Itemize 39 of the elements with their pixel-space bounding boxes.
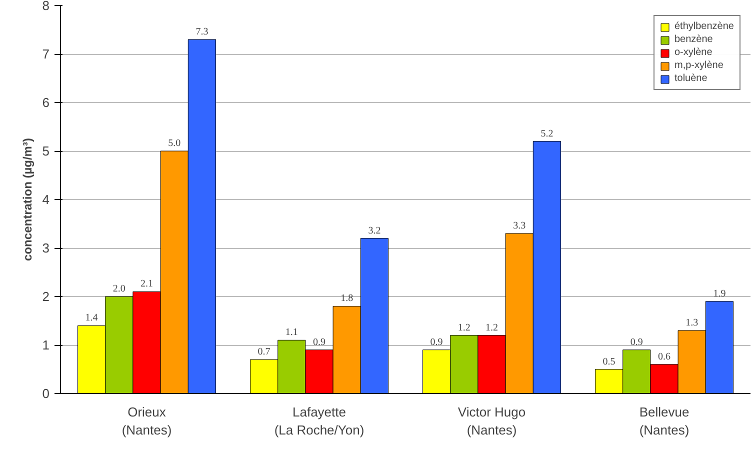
data-label: 1.1: [285, 327, 298, 338]
data-label: 1.2: [486, 322, 498, 334]
legend-label: m,p-xylène: [674, 60, 724, 71]
y-tick-label: 8: [42, 0, 50, 13]
data-label: 1.4: [85, 312, 98, 324]
data-label: 0.9: [630, 336, 643, 348]
y-tick-label: 2: [42, 289, 50, 304]
data-label: 5.2: [540, 128, 554, 140]
data-label: 1.3: [686, 317, 698, 328]
data-label: 3.2: [368, 225, 381, 236]
y-tick-label: 3: [42, 240, 50, 256]
legend-label: éthylbenzène: [674, 21, 734, 32]
y-axis-title: concentration (µg/m³): [20, 138, 34, 261]
data-label: 3.3: [513, 220, 526, 232]
y-tick-label: 5: [42, 144, 50, 158]
x-tick-label: Lafayette (La Roche/Yon): [274, 404, 364, 438]
y-tick-label: 1: [42, 338, 50, 352]
x-tick-label: Victor Hugo (Nantes): [458, 404, 526, 438]
legend-label: benzène: [674, 34, 713, 45]
data-label: 2.0: [112, 284, 126, 294]
data-label: 0.6: [658, 351, 670, 362]
legend-label: toluène: [674, 73, 708, 84]
data-label: 0.7: [258, 346, 270, 358]
data-label: 0.5: [602, 356, 616, 368]
y-tick-label: 4: [42, 192, 50, 207]
data-label: 0.9: [430, 336, 443, 348]
x-tick-label: Bellevue (Nantes): [639, 404, 690, 438]
data-label: 1.2: [458, 322, 470, 334]
y-tick-label: 6: [42, 95, 50, 110]
data-label: 1.8: [340, 293, 354, 304]
y-tick-label: 0: [42, 386, 50, 401]
data-label: 2.1: [140, 278, 153, 290]
data-label: 5.0: [168, 138, 181, 149]
data-label: 0.9: [313, 336, 326, 348]
y-tick-label: 7: [42, 46, 50, 62]
legend-label: o-xylène: [674, 47, 712, 58]
data-label: 1.9: [713, 288, 726, 300]
x-tick-label: Orieux (Nantes): [122, 404, 172, 438]
data-label: 7.3: [196, 26, 208, 38]
